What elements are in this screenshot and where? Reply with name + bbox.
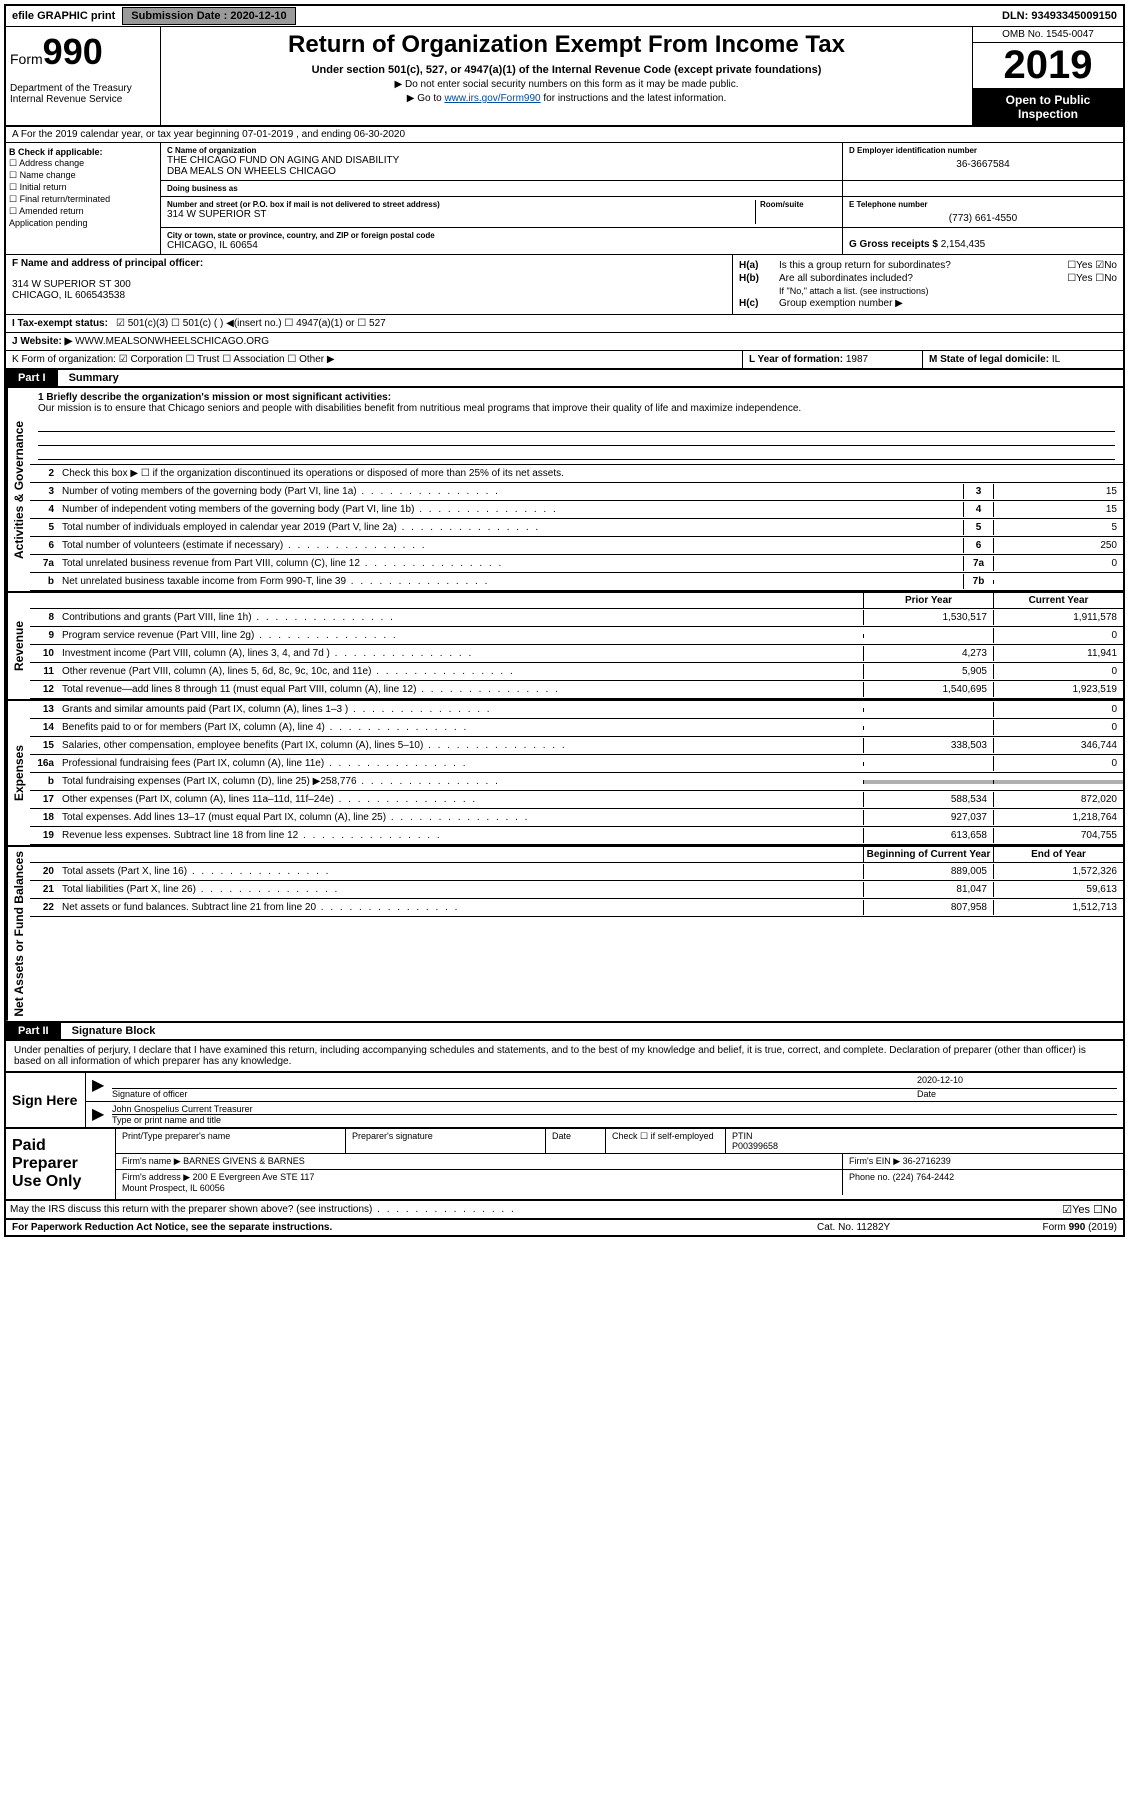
data-line: 22Net assets or fund balances. Subtract … (30, 899, 1123, 917)
governance-line: 7aTotal unrelated business revenue from … (30, 555, 1123, 573)
part1-title: Summary (61, 370, 127, 386)
part2-badge: Part II (6, 1023, 61, 1039)
submission-date-btn: Submission Date : 2020-12-10 (122, 7, 295, 25)
governance-line: 6Total number of volunteers (estimate if… (30, 537, 1123, 555)
b-header: B Check if applicable: (9, 147, 157, 157)
b-item: ☐ Address change (9, 158, 157, 169)
data-line: 12Total revenue—add lines 8 through 11 (… (30, 681, 1123, 699)
tax-year-row: A For the 2019 calendar year, or tax yea… (6, 127, 1123, 143)
data-line: 14Benefits paid to or for members (Part … (30, 719, 1123, 737)
section-b: B Check if applicable: ☐ Address change … (6, 143, 161, 254)
b-item: Application pending (9, 218, 157, 228)
activities-section: Activities & Governance 1 Briefly descri… (6, 388, 1123, 593)
data-line: 20Total assets (Part X, line 16)889,0051… (30, 863, 1123, 881)
officer-name-field: John Gnospelius Current Treasurer Type o… (112, 1104, 1117, 1125)
preparer-label: Paid Preparer Use Only (6, 1129, 116, 1199)
header-right: OMB No. 1545-0047 2019 Open to Public In… (973, 27, 1123, 125)
netassets-sidebar: Net Assets or Fund Balances (6, 847, 30, 1021)
website-row: J Website: ▶ WWW.MEALSONWHEELSCHICAGO.OR… (6, 333, 1123, 351)
gross-cell: G Gross receipts $ 2,154,435 (843, 228, 1123, 254)
m-cell: M State of legal domicile: IL (923, 351, 1123, 368)
form-990-page: efile GRAPHIC print Submission Date : 20… (4, 4, 1125, 1237)
ssn-note: ▶ Do not enter social security numbers o… (171, 79, 962, 90)
netassets-col-headers: Beginning of Current Year End of Year (30, 847, 1123, 863)
netassets-section: Net Assets or Fund Balances Beginning of… (6, 847, 1123, 1023)
part1-badge: Part I (6, 370, 58, 386)
k-cell: K Form of organization: ☑ Corporation ☐ … (6, 351, 743, 368)
data-line: 8Contributions and grants (Part VIII, li… (30, 609, 1123, 627)
form-subtitle: Under section 501(c), 527, or 4947(a)(1)… (171, 64, 962, 76)
sign-block: Sign Here ▶ Signature of officer 2020-12… (6, 1071, 1123, 1127)
data-line: 10Investment income (Part VIII, column (… (30, 645, 1123, 663)
open-public-badge: Open to Public Inspection (973, 89, 1123, 125)
sig-date-field: 2020-12-10 Date (917, 1075, 1117, 1099)
b-item: ☐ Name change (9, 170, 157, 181)
data-line: 15Salaries, other compensation, employee… (30, 737, 1123, 755)
dba-cell: Doing business as (161, 181, 843, 196)
penalty-text: Under penalties of perjury, I declare th… (6, 1041, 1123, 1071)
officer-sig-field: Signature of officer (112, 1075, 917, 1099)
dln: DLN: 93493345009150 (996, 8, 1123, 24)
governance-line: 4Number of independent voting members of… (30, 501, 1123, 519)
header-left: Form990 Department of the Treasury Inter… (6, 27, 161, 125)
efile-label: efile GRAPHIC print (6, 8, 121, 24)
irs-link[interactable]: www.irs.gov/Form990 (444, 93, 540, 104)
phone-cell: E Telephone number (773) 661-4550 (843, 197, 1123, 227)
sign-here-label: Sign Here (6, 1073, 86, 1127)
section-f: F Name and address of principal officer:… (6, 255, 733, 314)
data-line: 17Other expenses (Part IX, column (A), l… (30, 791, 1123, 809)
b-item: ☐ Initial return (9, 182, 157, 193)
part2-header-bar: Part II Signature Block (6, 1023, 1123, 1041)
header-center: Return of Organization Exempt From Incom… (161, 27, 973, 125)
revenue-col-headers: Prior Year Current Year (30, 593, 1123, 609)
expenses-section: Expenses 13Grants and similar amounts pa… (6, 701, 1123, 847)
discuss-row: May the IRS discuss this return with the… (6, 1201, 1123, 1220)
org-name-cell: C Name of organization THE CHICAGO FUND … (161, 143, 843, 180)
data-line: 18Total expenses. Add lines 13–17 (must … (30, 809, 1123, 827)
b-item: ☐ Amended return (9, 206, 157, 217)
street-cell: Number and street (or P.O. box if mail i… (161, 197, 843, 227)
data-line: 16aProfessional fundraising fees (Part I… (30, 755, 1123, 773)
instructions-note: ▶ Go to www.irs.gov/Form990 for instruct… (171, 93, 962, 104)
b-item: ☐ Final return/terminated (9, 194, 157, 205)
form-title: Return of Organization Exempt From Incom… (171, 31, 962, 59)
expenses-sidebar: Expenses (6, 701, 30, 845)
row-klm: K Form of organization: ☑ Corporation ☐ … (6, 351, 1123, 370)
page-footer: For Paperwork Reduction Act Notice, see … (6, 1220, 1123, 1235)
part1-header-bar: Part I Summary (6, 370, 1123, 388)
form-word: Form (10, 51, 43, 67)
data-line: 21Total liabilities (Part X, line 26)81,… (30, 881, 1123, 899)
data-line: bTotal fundraising expenses (Part IX, co… (30, 773, 1123, 791)
governance-line: 5Total number of individuals employed in… (30, 519, 1123, 537)
topbar: efile GRAPHIC print Submission Date : 20… (6, 6, 1123, 27)
tax-status-row: I Tax-exempt status: ☑ 501(c)(3) ☐ 501(c… (6, 315, 1123, 333)
section-cd: C Name of organization THE CHICAGO FUND … (161, 143, 1123, 254)
data-line: 19Revenue less expenses. Subtract line 1… (30, 827, 1123, 845)
form-number: 990 (43, 31, 103, 72)
governance-line: bNet unrelated business taxable income f… (30, 573, 1123, 591)
preparer-block: Paid Preparer Use Only Print/Type prepar… (6, 1127, 1123, 1201)
data-line: 9Program service revenue (Part VIII, lin… (30, 627, 1123, 645)
data-line: 13Grants and similar amounts paid (Part … (30, 701, 1123, 719)
ein-cell: D Employer identification number 36-3667… (843, 143, 1123, 180)
governance-line: 3Number of voting members of the governi… (30, 483, 1123, 501)
part2-title: Signature Block (64, 1023, 164, 1039)
line-2: 2 Check this box ▶ ☐ if the organization… (30, 465, 1123, 483)
city-cell: City or town, state or province, country… (161, 228, 843, 254)
section-bcd: B Check if applicable: ☐ Address change … (6, 143, 1123, 255)
omb-number: OMB No. 1545-0047 (973, 27, 1123, 43)
revenue-sidebar: Revenue (6, 593, 30, 699)
section-fh: F Name and address of principal officer:… (6, 255, 1123, 315)
tax-year: 2019 (973, 43, 1123, 89)
department: Department of the Treasury Internal Reve… (10, 83, 156, 105)
revenue-section: Revenue Prior Year Current Year 8Contrib… (6, 593, 1123, 701)
data-line: 11Other revenue (Part VIII, column (A), … (30, 663, 1123, 681)
mission-block: 1 Briefly describe the organization's mi… (30, 388, 1123, 465)
section-h: H(a)Is this a group return for subordina… (733, 255, 1123, 314)
l-cell: L Year of formation: 1987 (743, 351, 923, 368)
activities-sidebar: Activities & Governance (6, 388, 30, 591)
form-header: Form990 Department of the Treasury Inter… (6, 27, 1123, 127)
